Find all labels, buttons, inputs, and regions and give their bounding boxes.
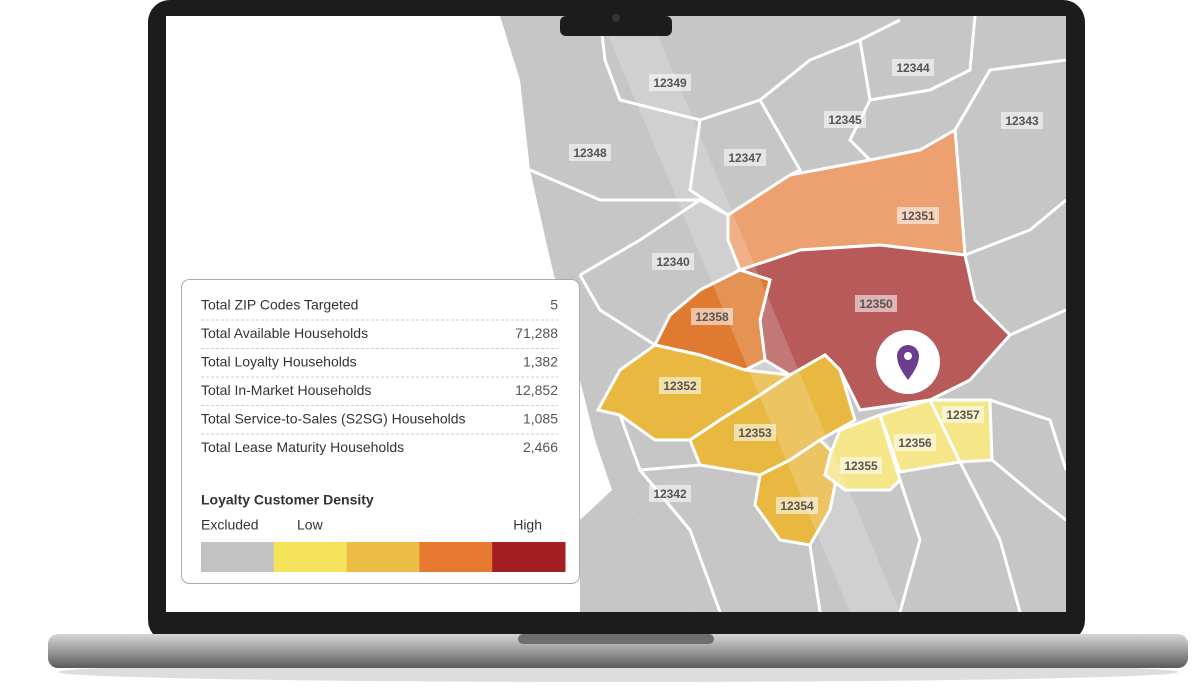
zip-label-bg — [855, 295, 897, 312]
legend-label: Excluded — [201, 517, 259, 533]
zip-label-bg — [892, 59, 934, 76]
camera — [612, 14, 620, 22]
zip-area — [688, 353, 857, 477]
zip-label-bg — [649, 74, 691, 91]
stats-panel — [181, 279, 580, 584]
zip-label-bg — [1001, 112, 1043, 129]
stat-label: Total Service-to-Sales (S2SG) Households — [201, 411, 466, 427]
zip-label: 12354 — [780, 499, 814, 513]
stat-value: 5 — [550, 297, 558, 313]
laptop-base — [48, 634, 1188, 668]
zip-label-bg — [724, 149, 766, 166]
pin-dot — [904, 352, 912, 360]
zip-label-bg — [840, 457, 882, 474]
zip-label: 12343 — [1005, 114, 1039, 128]
legend-title: Loyalty Customer Density — [201, 492, 374, 508]
zip-label-bg — [659, 377, 701, 394]
target-zips — [595, 127, 1013, 547]
map-land — [580, 490, 690, 612]
zip-label-bg — [942, 406, 984, 423]
legend-swatch — [419, 542, 493, 572]
legend-swatch — [346, 542, 420, 572]
stat-label: Total Lease Maturity Households — [201, 439, 404, 455]
stat-label: Total Loyalty Households — [201, 354, 357, 370]
zip-label: 12356 — [898, 436, 932, 450]
zip-label: 12345 — [828, 113, 862, 127]
zip-label: 12353 — [738, 426, 772, 440]
zip-label-bg — [824, 111, 866, 128]
stat-label: Total ZIP Codes Targeted — [201, 297, 358, 313]
zip-label: 12342 — [653, 487, 687, 501]
zip-label-bg — [569, 144, 611, 161]
zip-label: 12340 — [656, 255, 690, 269]
glare — [600, 16, 900, 612]
legend-label: High — [513, 517, 542, 533]
stat-value: 1,085 — [523, 411, 558, 427]
zip-label: 12348 — [573, 146, 607, 160]
zip-label: 12355 — [844, 459, 878, 473]
stat-label: Total Available Households — [201, 325, 368, 341]
legend-swatch — [201, 542, 275, 572]
zip-label-bg — [652, 253, 694, 270]
zip-label: 12344 — [896, 61, 930, 75]
zip-label: 12349 — [653, 76, 687, 90]
zip-label-bg — [776, 497, 818, 514]
zip-area — [753, 438, 842, 547]
zip-label: 12351 — [901, 209, 935, 223]
base-notch — [518, 634, 714, 644]
stat-value: 2,466 — [523, 439, 558, 455]
legend-label: Low — [297, 517, 324, 533]
zip-label: 12352 — [663, 379, 697, 393]
zip-area — [726, 127, 967, 272]
zip-label-bg — [897, 207, 939, 224]
legend-swatch — [273, 542, 348, 572]
legend-swatch — [492, 542, 566, 572]
stat-value: 71,288 — [515, 325, 558, 341]
zip-label: 12357 — [946, 408, 980, 422]
zip-label: 12358 — [695, 310, 729, 324]
stat-label: Total In-Market Households — [201, 382, 371, 398]
zip-label: 12350 — [859, 297, 893, 311]
stat-value: 1,382 — [523, 354, 558, 370]
zip-label-bg — [649, 485, 691, 502]
zip-label-bg — [734, 424, 776, 441]
zip-label-bg — [691, 308, 733, 325]
camera-notch — [560, 16, 672, 36]
zip-label-bg — [894, 434, 936, 451]
zip-label: 12347 — [728, 151, 762, 165]
pin — [897, 345, 919, 380]
stat-value: 12,852 — [515, 382, 558, 398]
